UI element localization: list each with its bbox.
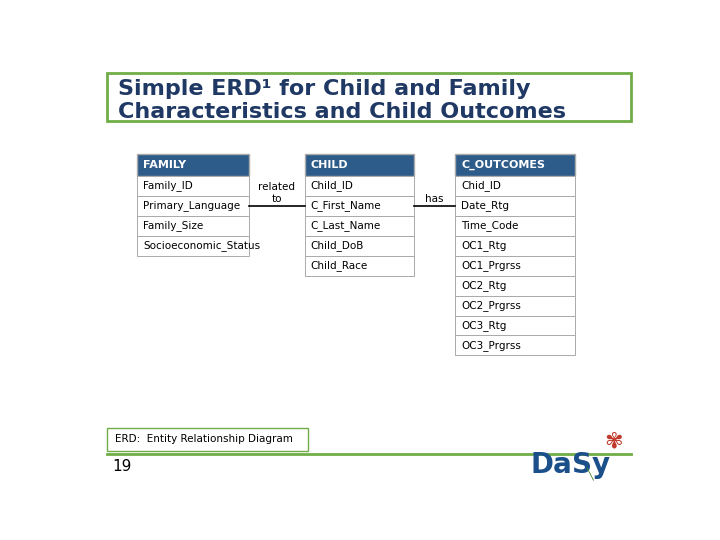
Bar — [305, 255, 414, 275]
Text: C_First_Name: C_First_Name — [310, 200, 381, 211]
Text: Sy: Sy — [572, 451, 610, 479]
Text: Date_Rtg: Date_Rtg — [461, 200, 509, 211]
Bar — [456, 315, 575, 335]
Text: Child_ID: Child_ID — [310, 180, 354, 191]
Text: Simple ERD¹ for Child and Family: Simple ERD¹ for Child and Family — [118, 79, 531, 99]
Bar — [456, 335, 575, 355]
Bar — [138, 235, 249, 255]
Text: 19: 19 — [112, 460, 132, 474]
Bar — [456, 196, 575, 216]
Text: OC3_Prgrss: OC3_Prgrss — [461, 340, 521, 351]
Text: Characteristics and Child Outcomes: Characteristics and Child Outcomes — [118, 102, 566, 122]
Bar — [305, 154, 414, 176]
Bar — [138, 176, 249, 196]
Text: Child_DoB: Child_DoB — [310, 240, 364, 251]
Bar — [305, 216, 414, 235]
Bar — [305, 176, 414, 196]
Bar — [107, 428, 307, 451]
Text: OC1_Rtg: OC1_Rtg — [461, 240, 506, 251]
Text: CHILD: CHILD — [310, 160, 348, 170]
Bar — [305, 235, 414, 255]
Bar — [305, 196, 414, 216]
Text: Family_ID: Family_ID — [143, 180, 193, 191]
Text: OC3_Rtg: OC3_Rtg — [461, 320, 506, 331]
Text: FAMILY: FAMILY — [143, 160, 186, 170]
Text: Socioeconomic_Status: Socioeconomic_Status — [143, 240, 260, 251]
Text: C_Last_Name: C_Last_Name — [310, 220, 381, 231]
Text: ✾: ✾ — [604, 432, 623, 452]
Bar — [456, 216, 575, 235]
Text: Chid_ID: Chid_ID — [461, 180, 501, 191]
Bar — [138, 196, 249, 216]
Text: ╲: ╲ — [586, 467, 593, 480]
Bar — [456, 295, 575, 315]
Bar — [456, 275, 575, 295]
Bar — [456, 176, 575, 196]
Text: Da: Da — [531, 451, 572, 479]
Text: ERD:  Entity Relationship Diagram: ERD: Entity Relationship Diagram — [115, 434, 293, 444]
Text: Family_Size: Family_Size — [143, 220, 203, 231]
Bar — [456, 235, 575, 255]
Bar — [107, 73, 631, 121]
Text: OC2_Prgrss: OC2_Prgrss — [461, 300, 521, 311]
Bar — [138, 216, 249, 235]
Bar — [456, 154, 575, 176]
Bar — [138, 154, 249, 176]
Text: OC1_Prgrss: OC1_Prgrss — [461, 260, 521, 271]
Text: Primary_Language: Primary_Language — [143, 200, 240, 211]
Text: related
to: related to — [258, 182, 295, 204]
Bar — [456, 255, 575, 275]
Text: Time_Code: Time_Code — [461, 220, 518, 231]
Text: C_OUTCOMES: C_OUTCOMES — [461, 160, 545, 170]
Text: has: has — [426, 194, 444, 204]
Text: OC2_Rtg: OC2_Rtg — [461, 280, 506, 291]
Text: Child_Race: Child_Race — [310, 260, 368, 271]
